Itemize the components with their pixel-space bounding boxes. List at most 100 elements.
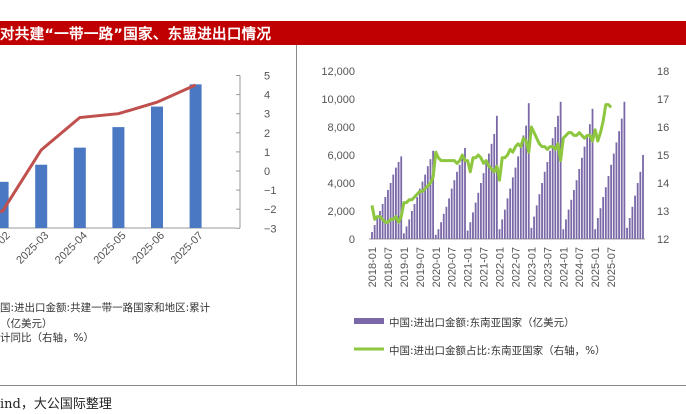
right-legend-line-label: 中国:进出口金额占比:东南亚国家（右轴，%）	[389, 344, 606, 357]
right-y-tick-label: 10,000	[321, 94, 355, 106]
right-bar	[554, 127, 557, 239]
right-bar	[615, 142, 618, 239]
right-bar	[567, 209, 570, 239]
right-bar	[440, 222, 442, 239]
right-bar	[530, 227, 533, 239]
right-bar	[442, 213, 445, 239]
right-x-tick-label: 2020-01	[431, 247, 443, 287]
left-y2-tick-label: 2	[264, 128, 270, 140]
right-x-tick-label: 2018-01	[367, 247, 379, 287]
left-y2-tick-label: −2	[264, 204, 277, 216]
right-bar	[604, 187, 607, 239]
left-legend-line-2: （亿美元）	[0, 317, 53, 330]
right-y-tick-label: 8,000	[327, 122, 355, 134]
right-bar	[495, 115, 498, 239]
right-bar	[485, 163, 488, 239]
left-y2-tick-label: −1	[264, 185, 277, 197]
right-left-axis-ticks: 12,000 10,000 8,000 6,000 4,000 2,000 0	[321, 66, 355, 246]
title-banner: 对共建“一带一路”国家、东盟进出口情况	[0, 21, 686, 45]
right-bar	[503, 209, 506, 239]
right-x-tick-label: 2019-07	[415, 247, 427, 287]
right-bar	[519, 146, 522, 239]
right-bar	[527, 103, 530, 239]
left-legend-line-1: 国:进出口金额:共建一带一路国家和地区:累计	[0, 301, 211, 314]
right-bar	[565, 219, 567, 239]
right-bar	[469, 222, 472, 239]
right-bar	[631, 206, 634, 239]
right-y2-tick-label: 17	[657, 94, 669, 106]
left-y2-tick-label: 3	[264, 109, 270, 121]
right-x-tick-label: 2020-07	[447, 247, 459, 287]
right-bar	[416, 197, 419, 239]
right-bar	[373, 225, 376, 239]
right-bar	[506, 198, 509, 239]
right-bar	[591, 108, 594, 239]
right-bar	[493, 134, 496, 239]
right-bar	[448, 198, 450, 239]
left-bar	[0, 181, 9, 228]
right-bar	[626, 227, 628, 239]
right-bar	[509, 188, 512, 239]
right-bar	[541, 183, 543, 239]
right-bar	[596, 218, 599, 239]
right-bar	[395, 167, 397, 239]
right-bar	[535, 205, 538, 239]
right-bar	[533, 216, 535, 239]
right-right-axis-ticks: 18 17 16 15 14 13 12	[657, 66, 669, 246]
left-x-tick-label: 2025-03	[14, 230, 51, 267]
right-bar	[588, 124, 591, 239]
right-y-tick-label: 2,000	[327, 206, 355, 218]
left-legend-line-3: 计同比（右轴，%）	[0, 331, 94, 344]
right-bar	[583, 146, 586, 239]
panel-divider	[296, 45, 297, 385]
right-bar	[586, 135, 589, 239]
right-legend-bar-swatch	[354, 318, 384, 324]
left-bar-series	[0, 84, 202, 228]
right-y2-tick-label: 18	[657, 66, 669, 78]
right-x-tick-label: 2025-01	[590, 247, 602, 287]
left-bar	[73, 147, 86, 228]
right-bar	[514, 167, 517, 239]
right-x-tick-label: 2023-01	[526, 247, 538, 287]
right-y-tick-label: 6,000	[327, 150, 355, 162]
right-bar	[557, 115, 559, 239]
right-bar	[570, 199, 573, 239]
right-chart: 12,000 10,000 8,000 6,000 4,000 2,000 0 18 17 16…	[321, 66, 669, 357]
right-bar	[636, 183, 639, 239]
right-y-tick-label: 0	[349, 234, 355, 246]
right-bar	[389, 183, 392, 239]
left-growth-line	[0, 83, 197, 214]
left-chart: 5 4 3 2 1 0 −1 −2 −3 2025-012025-022025-032025-0…	[0, 71, 277, 344]
right-bar	[546, 162, 549, 239]
page-title: 对共建“一带一路”国家、东盟进出口情况	[0, 27, 272, 43]
left-x-tick-label: 2025-04	[53, 230, 90, 267]
right-x-tick-label: 2025-07	[606, 247, 618, 287]
left-x-tick-label: 2025-02	[0, 230, 13, 267]
right-x-axis-ticks: 2018-01 2018-07 2019-01 2019-07 2020-01 2020-…	[367, 247, 618, 287]
right-bar	[498, 229, 501, 239]
right-bar	[634, 195, 636, 239]
right-bar	[464, 148, 466, 239]
right-y2-tick-label: 15	[657, 150, 669, 162]
right-bar	[628, 218, 631, 239]
source-note: ind，大公国际整理	[0, 397, 112, 412]
right-bar	[578, 169, 581, 239]
right-bar	[517, 156, 520, 239]
right-y-tick-label: 12,000	[321, 66, 355, 78]
left-x-tick-label: 2025-07	[169, 230, 206, 267]
right-bar-series	[371, 101, 644, 239]
right-bar	[432, 150, 435, 239]
left-y2-tick-label: 5	[264, 71, 270, 83]
right-bar	[466, 230, 469, 239]
right-bar	[642, 155, 644, 239]
right-bar	[480, 183, 482, 239]
right-share-line	[370, 103, 613, 224]
right-bar	[525, 125, 527, 239]
right-y2-tick-label: 13	[657, 206, 669, 218]
right-bar	[450, 188, 453, 239]
right-bar	[400, 156, 403, 239]
left-x-tick-label: 2025-05	[91, 230, 128, 267]
right-bar	[538, 194, 541, 239]
right-bar	[490, 143, 493, 239]
